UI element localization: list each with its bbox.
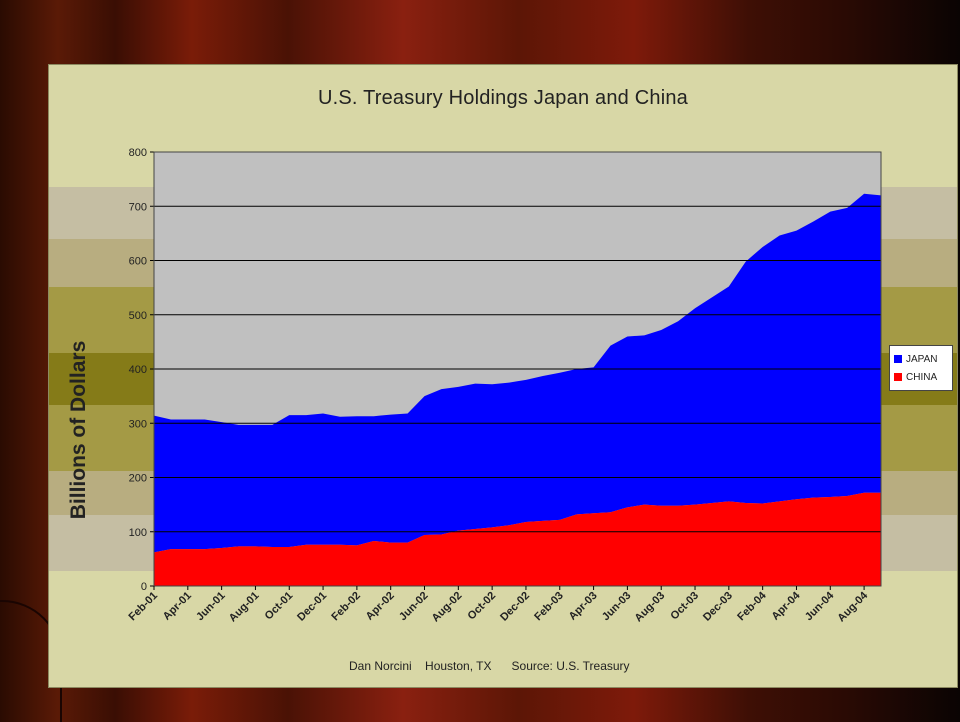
x-tick-label: Aug-04 <box>835 589 870 624</box>
x-tick-label: Dec-01 <box>295 590 329 624</box>
legend: JAPAN CHINA <box>889 345 953 391</box>
x-tick-label: Jun-02 <box>397 590 431 624</box>
x-tick-label: Aug-02 <box>430 590 465 625</box>
y-tick-label: 700 <box>129 201 147 213</box>
legend-item-japan: JAPAN <box>894 350 948 368</box>
chart-title: U.S. Treasury Holdings Japan and China <box>317 87 689 109</box>
plot-border <box>153 151 882 587</box>
x-tick-label: Jun-01 <box>194 590 228 624</box>
x-tick-label: Feb-01 <box>127 590 161 624</box>
legend-item-china: CHINA <box>894 368 948 386</box>
x-tick-label: Dec-03 <box>701 590 735 624</box>
x-tick-label: Feb-03 <box>532 590 566 624</box>
x-tick-label: Oct-02 <box>466 590 499 623</box>
x-tick-label: Dec-02 <box>498 590 532 624</box>
x-tick-label: Apr-03 <box>567 590 600 623</box>
x-tick-label: Jun-04 <box>803 589 837 623</box>
legend-swatch-japan <box>894 355 902 363</box>
x-tick-label: Feb-04 <box>735 589 769 623</box>
y-tick-label: 600 <box>129 256 147 268</box>
x-tick-label: Jun-03 <box>600 590 634 624</box>
y-tick-label: 500 <box>129 310 147 322</box>
y-tick-label: 300 <box>129 418 147 430</box>
legend-label-china: CHINA <box>906 371 938 383</box>
y-tick-label: 100 <box>129 527 147 539</box>
x-tick-label: Oct-01 <box>263 590 296 623</box>
x-tick-label: Apr-01 <box>161 590 194 623</box>
x-tick-label: Feb-02 <box>329 590 363 624</box>
series-china <box>154 492 881 586</box>
x-tick-label: Aug-01 <box>227 590 262 625</box>
y-tick-label: 0 <box>141 581 147 593</box>
x-tick-label: Oct-03 <box>668 590 701 623</box>
x-tick-label: Aug-03 <box>632 590 667 625</box>
y-tick-label: 400 <box>129 364 147 376</box>
y-axis-label: Billions of Dollars <box>67 340 90 520</box>
x-tick-label: Apr-02 <box>364 590 397 623</box>
y-tick-label: 200 <box>129 473 147 485</box>
chart-panel: 0 100 200 300 400 500 600 700 800 Feb-01 Apr-01 Jun… <box>48 64 958 688</box>
x-tick-label: Apr-04 <box>769 589 803 623</box>
legend-label-japan: JAPAN <box>906 353 938 365</box>
legend-swatch-china <box>894 373 902 381</box>
series-japan <box>154 193 881 553</box>
y-tick-label: 800 <box>129 147 147 159</box>
chart-credit: Dan Norcini Houston, TX Source: U.S. Tre… <box>349 659 630 673</box>
